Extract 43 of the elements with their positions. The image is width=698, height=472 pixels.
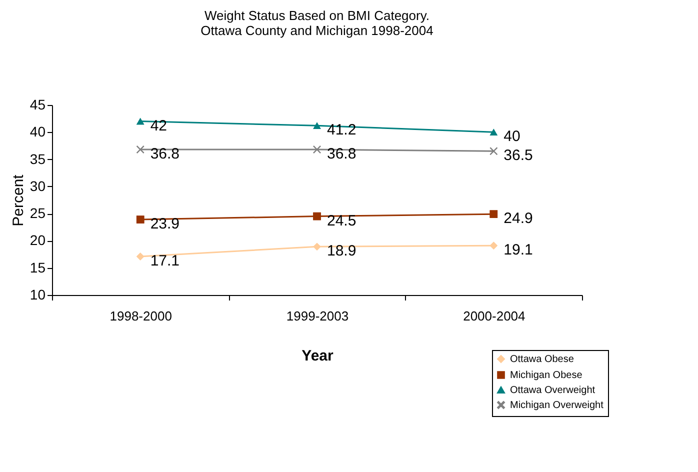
point [490,147,498,156]
x-tick-label: 2000-2004 [463,308,526,324]
point [136,146,144,154]
y-tick-label: 10 [30,286,46,302]
y-tick-label: 40 [30,124,46,140]
y-tick-label: 20 [30,232,46,248]
data-label: 36.8 [327,146,356,163]
data-label: 36.8 [150,146,180,163]
data-label: 24.5 [327,212,356,230]
legend-label: Michigan Overweight [510,400,604,411]
legend-label: Ottawa Obese [510,354,574,365]
data-label: 41.2 [327,122,356,139]
y-tick-label: 35 [30,150,46,167]
point [490,242,498,250]
legend-label: Ottawa Overweight [510,385,596,396]
point [313,122,321,129]
data-label: 23.9 [150,216,180,233]
data-label: 42 [150,117,168,134]
y-axis-title: Percent [10,174,27,226]
legend-label: Michigan Obese [510,370,583,381]
y-tick-label: 25 [30,205,46,222]
text: Ottawa County and Michigan 1998-2004 [200,23,434,38]
data-label: 19.1 [504,242,533,259]
x-axis-title: Year [302,348,334,364]
data-label: 24.9 [504,210,533,228]
point [313,146,321,154]
point [490,128,498,136]
x-tick-label: 1999-2003 [286,308,349,324]
x-tick-label: 1998-2000 [110,308,172,324]
point [136,252,144,260]
point [490,210,498,218]
data-label: 18.9 [327,242,356,260]
y-tick-label: 15 [30,259,46,276]
point [136,216,144,224]
data-label: 40 [504,128,520,146]
point [136,118,144,125]
point [313,242,321,251]
data-label: 17.1 [150,252,180,270]
point [313,212,321,220]
text: Weight Status Based on BMI Category. [204,8,430,23]
y-tick-label: 45 [30,96,46,112]
y-tick-label: 30 [30,178,46,194]
data-label: 36.5 [504,147,533,164]
